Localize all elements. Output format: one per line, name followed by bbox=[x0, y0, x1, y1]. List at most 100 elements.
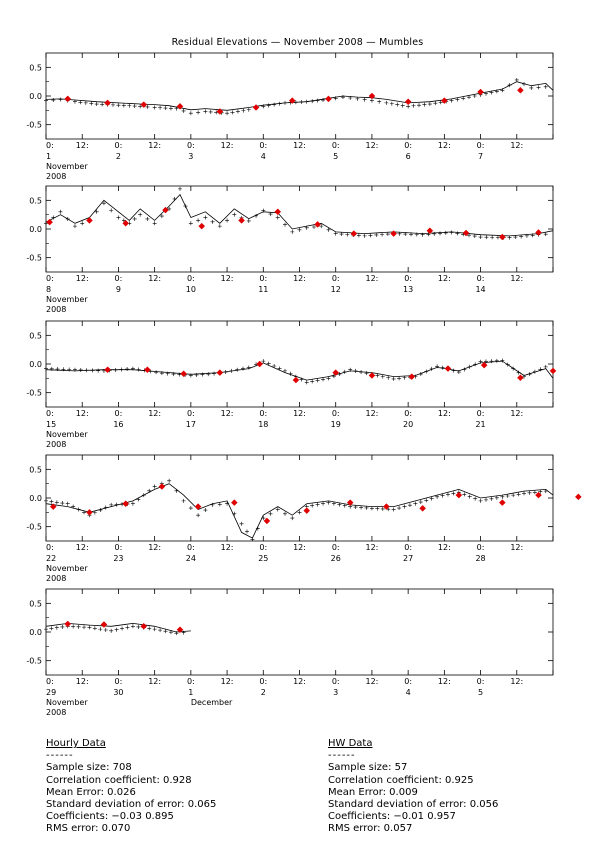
observed-marker bbox=[418, 500, 423, 505]
x-tick-label: 0: bbox=[259, 543, 267, 552]
observed-marker bbox=[168, 630, 173, 635]
observed-marker bbox=[114, 627, 119, 632]
observed-marker bbox=[432, 231, 437, 236]
observed-marker bbox=[119, 367, 124, 372]
high-water-marker bbox=[535, 229, 542, 236]
high-water-marker bbox=[194, 503, 202, 510]
observed-marker bbox=[44, 627, 48, 632]
x-tick-label: 12: bbox=[438, 141, 451, 150]
observed-marker bbox=[138, 212, 143, 217]
observed-marker bbox=[76, 507, 81, 512]
observed-marker bbox=[230, 110, 235, 115]
observed-marker bbox=[127, 103, 132, 108]
observed-marker bbox=[275, 507, 280, 512]
observed-marker bbox=[473, 362, 478, 367]
high-water-marker bbox=[314, 221, 321, 228]
observed-marker bbox=[321, 501, 326, 506]
observed-marker bbox=[177, 372, 182, 377]
observed-marker bbox=[489, 496, 494, 501]
observed-marker bbox=[78, 367, 83, 372]
high-water-marker bbox=[390, 230, 398, 237]
x-tick-label: 0: bbox=[187, 274, 195, 283]
observed-marker bbox=[78, 100, 83, 105]
observed-marker bbox=[484, 91, 489, 96]
observed-marker bbox=[241, 366, 246, 371]
hourly-std-error: Standard deviation of error: 0.065 bbox=[46, 799, 217, 811]
day-label: 22 bbox=[46, 554, 56, 563]
observed-marker bbox=[507, 83, 512, 88]
x-tick-label: 12: bbox=[510, 677, 523, 686]
high-water-marker bbox=[216, 369, 224, 376]
observed-marker bbox=[495, 235, 500, 240]
x-tick-label: 12: bbox=[221, 274, 234, 283]
x-tick-label: 12: bbox=[76, 677, 89, 686]
observed-marker bbox=[353, 505, 358, 510]
observed-marker bbox=[402, 375, 407, 380]
observed-marker bbox=[232, 212, 237, 217]
observed-marker bbox=[331, 501, 336, 506]
observed-marker bbox=[321, 377, 326, 382]
observed-marker bbox=[44, 98, 48, 103]
observed-marker bbox=[203, 109, 208, 114]
observed-marker bbox=[174, 488, 179, 493]
observed-marker bbox=[147, 626, 152, 631]
x-tick-label: 0: bbox=[404, 543, 412, 552]
y-tick-label: -0.5 bbox=[26, 657, 42, 666]
observed-marker bbox=[130, 501, 135, 506]
x-tick-label: 12: bbox=[76, 274, 89, 283]
high-water-marker bbox=[477, 88, 484, 96]
hw-heading: HW Data bbox=[328, 738, 373, 749]
observed-marker bbox=[152, 105, 157, 110]
observed-marker bbox=[513, 235, 518, 240]
x-tick-label: 12: bbox=[293, 543, 306, 552]
observed-marker bbox=[342, 503, 347, 508]
x-tick-label: 0: bbox=[332, 677, 340, 686]
observed-marker bbox=[304, 225, 309, 230]
x-tick-label: 0: bbox=[404, 677, 412, 686]
day-label: 24 bbox=[186, 554, 196, 563]
hourly-stats: Hourly Data ------ Sample size: 708 Corr… bbox=[46, 738, 216, 836]
observed-marker bbox=[536, 85, 541, 90]
month-label: November bbox=[46, 430, 88, 439]
observed-marker bbox=[519, 234, 524, 239]
x-tick-label: 0: bbox=[46, 141, 54, 150]
observed-marker bbox=[250, 537, 255, 542]
high-water-marker bbox=[517, 86, 524, 94]
panel-3: 0.5 0.0 -0.5 0: 12: 0: 12: 0: 12: 0: 12: 0: 12: 0: 12:… bbox=[26, 320, 557, 449]
observed-marker bbox=[181, 630, 186, 635]
observed-marker bbox=[203, 215, 208, 220]
observed-marker bbox=[456, 370, 461, 375]
observed-marker bbox=[60, 501, 65, 506]
observed-marker bbox=[130, 366, 135, 371]
y-tick-label: -0.5 bbox=[26, 523, 42, 532]
observed-marker bbox=[100, 102, 105, 107]
x-tick-label: 0: bbox=[115, 543, 123, 552]
observed-marker bbox=[424, 369, 429, 374]
observed-marker bbox=[60, 624, 65, 629]
observed-marker bbox=[449, 230, 454, 235]
day-label: 9 bbox=[116, 285, 121, 294]
x-tick-label: 0: bbox=[404, 141, 412, 150]
high-water-marker bbox=[292, 376, 300, 384]
x-tick-label: 0: bbox=[187, 409, 195, 418]
observed-marker bbox=[154, 370, 159, 375]
observed-marker bbox=[188, 221, 193, 226]
day-label: 13 bbox=[403, 285, 413, 294]
high-water-marker bbox=[419, 504, 426, 512]
observed-marker bbox=[225, 218, 230, 223]
year-label: 2008 bbox=[46, 305, 66, 314]
observed-marker bbox=[49, 366, 54, 371]
observed-marker bbox=[235, 109, 240, 114]
high-water-marker bbox=[64, 95, 72, 103]
observed-marker bbox=[90, 368, 95, 373]
observed-marker bbox=[84, 368, 89, 373]
x-tick-label: 0: bbox=[187, 543, 195, 552]
observed-marker bbox=[417, 103, 422, 108]
observed-marker bbox=[310, 503, 315, 508]
observed-marker bbox=[114, 502, 119, 507]
observed-marker bbox=[368, 233, 373, 238]
observed-marker bbox=[377, 99, 382, 104]
high-water-marker bbox=[230, 499, 238, 506]
observed-marker bbox=[72, 224, 77, 229]
observed-marker bbox=[246, 365, 251, 370]
